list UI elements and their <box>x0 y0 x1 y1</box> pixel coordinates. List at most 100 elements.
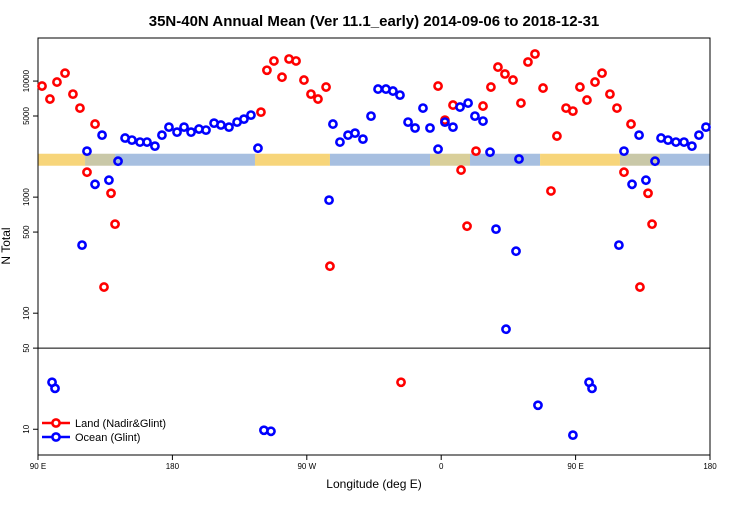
surface-strip <box>329 153 430 166</box>
point <box>538 83 548 93</box>
point <box>597 68 607 79</box>
point <box>325 261 335 272</box>
point <box>60 68 70 79</box>
point <box>395 90 405 100</box>
point <box>433 144 443 155</box>
point <box>68 89 78 100</box>
surface-strip <box>85 153 116 166</box>
point <box>266 426 276 437</box>
x-tick-label: 90 E <box>567 462 583 471</box>
point <box>552 131 562 141</box>
point <box>366 111 376 122</box>
point <box>299 75 309 85</box>
point <box>388 86 398 96</box>
y-tick-label: 50 <box>22 343 31 352</box>
point <box>679 137 689 147</box>
point <box>626 119 636 129</box>
point <box>246 110 256 121</box>
point <box>478 116 488 126</box>
surface-strip <box>619 153 660 166</box>
point <box>291 56 301 66</box>
x-tick-label: 180 <box>703 462 717 471</box>
point <box>82 167 92 178</box>
legend-label: Ocean (Glint) <box>75 432 140 444</box>
point <box>462 221 472 232</box>
point <box>216 120 226 130</box>
point <box>172 127 182 138</box>
point <box>82 146 92 157</box>
point <box>635 282 645 292</box>
point <box>486 82 496 92</box>
point <box>104 175 114 186</box>
point <box>516 98 526 108</box>
point <box>321 82 331 92</box>
point <box>306 89 316 100</box>
legend-marker <box>51 432 61 442</box>
point <box>463 98 473 108</box>
point <box>568 430 578 441</box>
point <box>113 156 123 167</box>
point <box>37 81 47 91</box>
point <box>164 122 174 133</box>
point <box>546 186 556 196</box>
y-axis-label: N Total <box>0 227 13 264</box>
point <box>619 146 629 157</box>
point <box>590 77 600 87</box>
plot-frame <box>37 37 711 456</box>
point <box>75 103 85 113</box>
surface-strip <box>430 153 471 166</box>
point <box>90 119 100 129</box>
point <box>701 122 711 133</box>
point <box>373 84 383 94</box>
surface-strip <box>659 153 710 166</box>
x-tick-label: 90 W <box>297 462 316 471</box>
point <box>448 122 458 133</box>
point <box>568 106 578 117</box>
y-tick-label: 100 <box>22 306 31 320</box>
point <box>335 137 345 147</box>
point <box>687 141 697 152</box>
point <box>530 49 540 59</box>
surface-strip <box>38 153 86 166</box>
legend-marker <box>51 418 61 428</box>
point <box>324 195 334 206</box>
point <box>619 167 629 178</box>
point <box>97 130 107 141</box>
y-tick-label: 10000 <box>22 69 31 92</box>
point <box>262 65 272 76</box>
point <box>500 69 510 79</box>
point <box>605 89 615 100</box>
point <box>511 246 521 257</box>
point <box>179 122 189 133</box>
point <box>694 130 704 141</box>
point <box>478 101 488 111</box>
point <box>358 134 368 145</box>
point <box>650 156 660 167</box>
point <box>269 56 279 66</box>
point <box>110 219 120 230</box>
point <box>471 146 481 157</box>
point <box>587 383 597 394</box>
point <box>647 219 657 230</box>
point <box>575 82 585 92</box>
point <box>45 94 55 104</box>
point <box>77 240 87 251</box>
point <box>50 383 60 394</box>
point <box>99 282 109 292</box>
point <box>425 123 435 133</box>
point <box>501 324 511 335</box>
point <box>470 111 480 122</box>
point <box>533 400 543 411</box>
y-tick-label: 5000 <box>22 107 31 125</box>
point <box>456 165 466 175</box>
point <box>641 175 651 186</box>
point <box>671 137 681 147</box>
point <box>493 62 503 72</box>
point <box>157 130 167 141</box>
point <box>186 127 196 138</box>
x-tick-label: 180 <box>166 462 180 471</box>
point <box>663 135 673 146</box>
surface-strip <box>540 153 620 166</box>
point <box>239 114 249 125</box>
y-tick-label: 1000 <box>22 188 31 206</box>
